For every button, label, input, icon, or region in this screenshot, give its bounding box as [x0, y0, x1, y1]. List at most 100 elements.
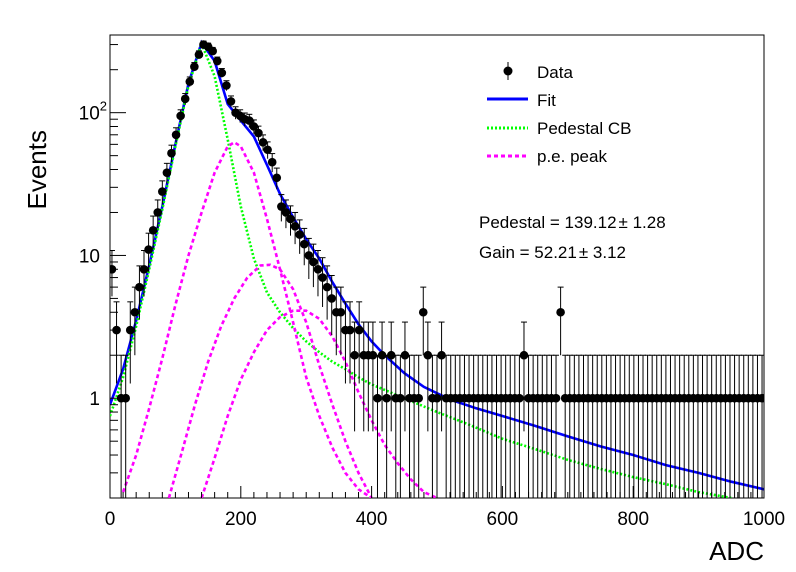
data-point: [245, 113, 254, 128]
data-marker: [162, 168, 172, 177]
data-marker: [267, 157, 277, 167]
legend-label-pe-peak: p.e. peak: [537, 147, 607, 166]
data-marker: [373, 393, 382, 403]
data-marker: [130, 307, 140, 317]
data-marker: [144, 245, 153, 254]
x-tick-label: 400: [356, 509, 388, 530]
data-marker: [345, 325, 355, 335]
data-point: [382, 354, 391, 498]
data-point: [135, 265, 144, 320]
data-marker: [556, 307, 565, 317]
data-marker: [272, 173, 282, 183]
data-marker: [185, 77, 195, 86]
data-marker: [432, 393, 442, 403]
data-point: [350, 321, 359, 432]
data-marker: [171, 130, 181, 140]
axis-layer: 0 200 400 600 800 1000 1 10 102: [79, 44, 785, 530]
data-point: [112, 301, 121, 384]
data-point: [190, 62, 199, 72]
data-layer: [110, 39, 764, 498]
data-point: [313, 250, 323, 297]
data-marker: [377, 350, 387, 360]
data-marker: [180, 94, 190, 104]
data-marker: [281, 208, 291, 217]
data-marker: [135, 282, 144, 292]
data-marker: [176, 111, 185, 121]
data-point: [396, 354, 405, 498]
y-tick-label: 102: [79, 99, 107, 125]
pe-peak-curve: [121, 140, 373, 498]
legend-label-data: Data: [537, 63, 573, 82]
legend-entry-fit: Fit: [487, 91, 556, 110]
data-marker: [757, 393, 764, 403]
data-marker: [304, 251, 314, 260]
data-point: [171, 127, 181, 143]
data-point: [176, 109, 185, 123]
data-point: [212, 56, 222, 66]
y-tick-label: 1: [89, 389, 100, 410]
data-marker: [336, 307, 346, 317]
data-marker: [327, 294, 337, 303]
data-point: [222, 80, 231, 91]
annotation-gain: Gain = 52.21 ± 3.12: [479, 243, 626, 262]
data-marker: [226, 97, 236, 106]
data-point: [167, 144, 176, 163]
data-marker: [519, 350, 529, 360]
data-marker: [423, 350, 433, 360]
y-tick-label: 10: [79, 246, 100, 267]
data-point: [318, 257, 327, 307]
data-marker: [382, 393, 391, 403]
data-point: [281, 199, 291, 229]
data-point: [414, 354, 423, 498]
data-marker: [350, 350, 359, 360]
data-point: [226, 95, 236, 108]
data-point: [354, 301, 364, 384]
data-marker: [290, 222, 300, 231]
data-marker: [153, 208, 163, 217]
legend: Data Fit Pedestal CB p.e. peak: [487, 62, 632, 166]
data-point: [368, 321, 378, 432]
data-point: [153, 199, 163, 229]
data-marker: [309, 257, 318, 267]
data-point: [277, 194, 286, 222]
pe-peak-curve: [167, 263, 373, 498]
data-marker: [208, 46, 217, 56]
data-point: [757, 354, 764, 498]
data-marker: [400, 350, 410, 360]
x-tick-label: 600: [487, 509, 519, 530]
data-marker: [167, 148, 176, 158]
x-tick-label: 200: [225, 509, 257, 530]
data-point: [556, 286, 565, 356]
data-marker: [368, 350, 378, 360]
data-point: [194, 50, 204, 59]
data-point: [162, 162, 172, 184]
data-point: [290, 211, 300, 245]
data-point: [345, 301, 355, 384]
data-marker: [318, 273, 327, 282]
legend-label-fit: Fit: [537, 91, 556, 110]
data-marker: [286, 214, 295, 224]
legend-data-marker: [503, 66, 513, 76]
data-point: [400, 321, 410, 432]
data-point: [551, 354, 561, 498]
data-marker: [414, 393, 423, 403]
data-point: [217, 68, 227, 78]
data-point: [139, 250, 149, 297]
data-marker: [190, 62, 199, 71]
data-point: [299, 227, 309, 266]
data-point: [309, 243, 318, 288]
data-point: [263, 141, 272, 159]
data-marker: [551, 393, 561, 403]
data-point: [423, 321, 433, 432]
data-point: [322, 265, 332, 320]
legend-entry-pe-peak: p.e. peak: [487, 147, 607, 166]
data-marker: [263, 145, 272, 155]
data-point: [295, 219, 304, 254]
x-tick-label: 0: [105, 509, 116, 530]
pe-peak-curve: [200, 309, 438, 498]
data-point: [519, 321, 529, 432]
data-marker: [313, 264, 323, 274]
data-marker: [217, 68, 227, 78]
